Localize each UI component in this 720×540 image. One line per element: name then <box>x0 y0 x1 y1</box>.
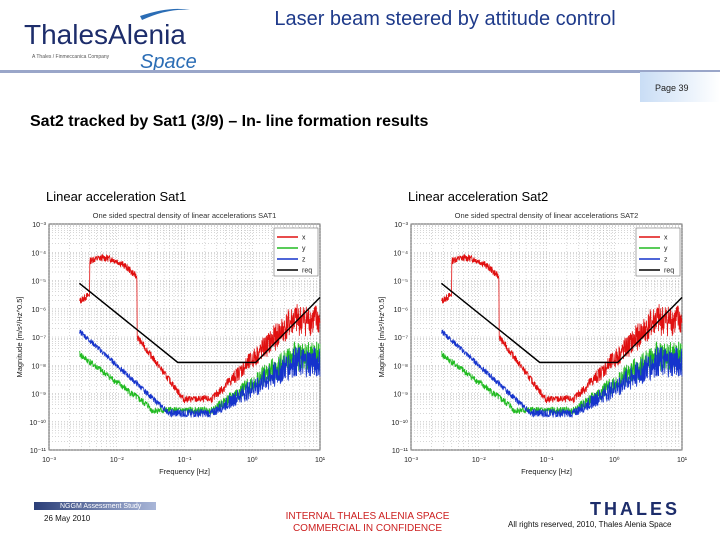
y-tick-label: 10⁻¹⁰ <box>391 419 408 427</box>
x-tick-label: 10⁻³ <box>42 457 56 464</box>
x-axis-label: Frequency [Hz] <box>521 467 572 476</box>
y-tick-label: 10⁻⁶ <box>394 307 408 314</box>
section-subtitle: Sat2 tracked by Sat1 (3/9) – In- line fo… <box>30 113 429 130</box>
plot-title: One sided spectral density of linear acc… <box>93 211 277 220</box>
plot-title: One sided spectral density of linear acc… <box>455 211 639 220</box>
y-tick-label: 10⁻³ <box>32 222 46 229</box>
y-tick-label: 10⁻⁵ <box>32 279 46 286</box>
y-tick-label: 10⁻⁹ <box>32 392 46 399</box>
psd-chart-sat1: One sided spectral density of linear acc… <box>15 211 326 476</box>
page-number-band <box>640 72 720 102</box>
series-z-line <box>441 329 683 418</box>
y-tick-label: 10⁻⁵ <box>394 279 408 286</box>
legend-label-x: x <box>664 235 668 242</box>
footer-classification: INTERNAL THALES ALENIA SPACE COMMERCIAL … <box>250 511 485 535</box>
x-tick-label: 10⁰ <box>247 456 258 464</box>
x-tick-label: 10⁻² <box>110 457 124 464</box>
y-tick-label: 10⁻¹¹ <box>30 448 47 455</box>
y-tick-label: 10⁻⁷ <box>394 335 408 342</box>
footer-rights: All rights reserved, 2010, Thales Alenia… <box>508 520 672 529</box>
y-tick-label: 10⁻⁸ <box>394 363 408 370</box>
series-x-line <box>79 253 321 404</box>
y-tick-label: 10⁻⁴ <box>32 250 47 257</box>
legend-label-z: z <box>664 257 668 264</box>
y-tick-label: 10⁻⁷ <box>32 335 46 342</box>
y-tick-label: 10⁻³ <box>394 222 408 229</box>
page-number: Page 39 <box>655 83 689 93</box>
footer-study-band <box>34 502 156 510</box>
footer-study-name: NGGM Assessment Study <box>60 503 142 510</box>
x-tick-label: 10¹ <box>677 457 688 464</box>
series-req-overlay <box>441 282 683 364</box>
legend-label-y: y <box>302 246 306 253</box>
legend-label-y: y <box>664 246 668 253</box>
y-tick-label: 10⁻¹⁰ <box>29 419 46 427</box>
logo-swoosh-icon <box>140 8 190 20</box>
series-req-overlay <box>79 282 321 364</box>
classification-line-1: INTERNAL THALES ALENIA SPACE <box>285 511 450 522</box>
series-group <box>441 253 683 418</box>
legend-label-req: req <box>664 268 674 275</box>
chart-label-sat1: Linear acceleration Sat1 <box>46 189 187 204</box>
legend-box <box>635 227 681 277</box>
legend-label-x: x <box>302 235 306 242</box>
y-tick-label: 10⁻¹¹ <box>392 448 409 455</box>
series-x-line <box>441 253 683 404</box>
logo-space-text: Space <box>140 51 197 72</box>
series-group <box>79 253 321 418</box>
logo-main-text: ThalesAlenia <box>24 19 186 50</box>
y-axis-label: Magnitude [m/s²/Hz^0.5] <box>15 296 24 377</box>
psd-chart-sat2: One sided spectral density of linear acc… <box>377 211 688 476</box>
chart-label-sat2: Linear acceleration Sat2 <box>408 189 549 204</box>
classification-line-2: COMMERCIAL IN CONFIDENCE <box>292 523 443 534</box>
legend-label-req: req <box>302 268 312 275</box>
y-tick-label: 10⁻⁴ <box>394 250 409 257</box>
x-tick-label: 10⁻¹ <box>178 457 192 464</box>
x-tick-label: 10¹ <box>315 457 326 464</box>
thales-alenia-space-logo: ThalesAlenia A Thales / Finmeccanica Com… <box>24 8 197 72</box>
legend-box <box>273 227 319 277</box>
logo-tagline: A Thales / Finmeccanica Company <box>32 54 110 60</box>
y-tick-label: 10⁻⁹ <box>394 392 408 399</box>
x-tick-label: 10⁻³ <box>404 457 418 464</box>
slide-title: Laser beam steered by attitude control <box>274 8 616 30</box>
series-z-line <box>79 329 321 418</box>
x-tick-label: 10⁻² <box>472 457 486 464</box>
x-tick-label: 10⁰ <box>609 456 620 464</box>
y-tick-label: 10⁻⁸ <box>32 363 46 370</box>
footer-date: 26 May 2010 <box>44 514 91 523</box>
legend-label-z: z <box>302 257 306 264</box>
header-divider <box>0 70 720 73</box>
y-tick-label: 10⁻⁶ <box>32 307 46 314</box>
x-tick-label: 10⁻¹ <box>540 457 554 464</box>
x-axis-label: Frequency [Hz] <box>159 467 210 476</box>
thales-logo: THALES <box>590 499 680 519</box>
y-axis-label: Magnitude [m/s²/Hz^0.5] <box>377 296 386 377</box>
